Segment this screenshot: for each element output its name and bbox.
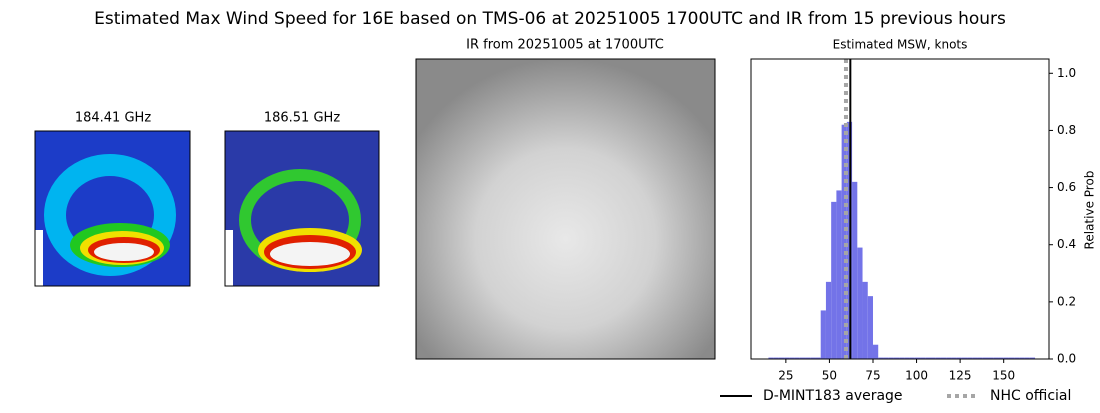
bar — [930, 357, 936, 359]
bar — [961, 357, 968, 359]
bar — [862, 281, 868, 359]
bar — [977, 357, 983, 359]
x-tick-label: 150 — [992, 369, 1015, 383]
legend-label: D-MINT183 average — [763, 388, 903, 404]
bar — [867, 296, 873, 359]
bar — [1019, 357, 1025, 359]
panel-title: 186.51 GHz — [264, 111, 340, 126]
bar — [935, 357, 941, 359]
panel-title: 184.41 GHz — [75, 111, 151, 126]
ir-image — [415, 58, 716, 360]
legend-label: NHC official — [990, 388, 1071, 404]
bar — [815, 357, 821, 359]
bar — [998, 357, 1004, 359]
y2-tick-label: 0.4 — [1057, 237, 1076, 251]
bar — [925, 357, 931, 359]
bar — [988, 357, 994, 359]
bar — [940, 357, 947, 359]
y-axis-label: Relative Prob — [1083, 171, 1097, 250]
bar — [982, 357, 989, 359]
microwave-image — [224, 130, 380, 287]
bar — [1008, 357, 1015, 359]
bar — [909, 357, 915, 359]
chart-title: Estimated MSW, knots — [833, 38, 968, 52]
bar — [836, 190, 842, 359]
bar — [805, 357, 811, 359]
bar — [768, 357, 774, 359]
bar — [841, 124, 847, 359]
bar — [789, 357, 795, 359]
y2-tick-label: 0.0 — [1057, 352, 1076, 366]
bar — [1029, 357, 1036, 359]
bar — [857, 247, 863, 359]
bar — [1014, 357, 1020, 359]
y2-tick-label: 1.0 — [1057, 66, 1076, 80]
bar — [794, 357, 800, 359]
bar — [946, 357, 952, 359]
bar — [914, 357, 921, 359]
bar — [972, 357, 978, 359]
bar — [920, 357, 926, 359]
bar — [773, 357, 779, 359]
bar — [1024, 357, 1030, 359]
bar — [993, 357, 999, 359]
x-tick-label: 50 — [822, 369, 837, 383]
bar — [967, 357, 973, 359]
bar — [852, 181, 858, 359]
bar — [825, 281, 832, 359]
bar — [883, 357, 889, 359]
y2-tick-label: 0.2 — [1057, 294, 1076, 308]
y2-tick-label: 0.8 — [1057, 123, 1076, 137]
bar — [888, 357, 894, 359]
bar — [951, 357, 957, 359]
panel-title: IR from 20251005 at 1700UTC — [466, 38, 664, 53]
bar — [1003, 357, 1009, 359]
bar — [878, 357, 884, 359]
bar — [778, 357, 785, 359]
x-tick-label: 25 — [778, 369, 793, 383]
y2-tick-label: 0.6 — [1057, 180, 1076, 194]
bar — [810, 357, 816, 359]
bar — [872, 344, 879, 359]
microwave-image — [34, 130, 191, 287]
figure-title: Estimated Max Wind Speed for 16E based o… — [94, 9, 1006, 29]
bar — [893, 357, 900, 359]
x-tick-label: 100 — [905, 369, 928, 383]
bar — [831, 201, 837, 359]
bar — [904, 357, 910, 359]
bar — [799, 357, 806, 359]
bar — [784, 357, 790, 359]
plot-frame — [750, 58, 1050, 360]
x-tick-label: 75 — [865, 369, 880, 383]
bar — [956, 357, 962, 359]
x-tick-label: 125 — [949, 369, 972, 383]
bar — [899, 357, 905, 359]
bar — [820, 310, 826, 359]
